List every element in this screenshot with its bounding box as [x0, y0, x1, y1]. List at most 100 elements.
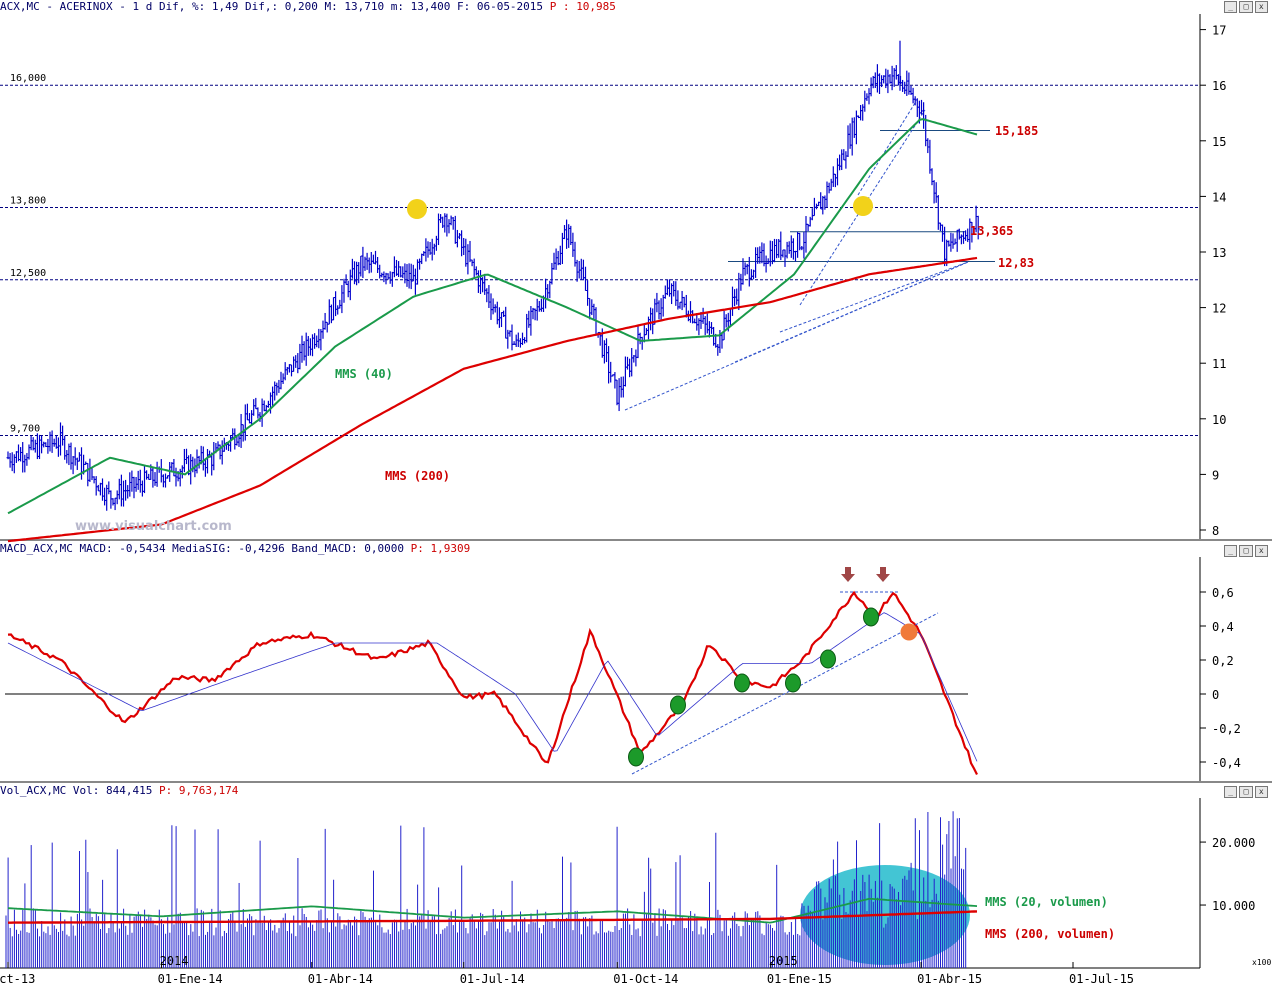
price-bar	[810, 208, 814, 221]
date-tick-label: 01-Ene-14	[158, 972, 223, 986]
date-tick-label: 01-Abr-14	[308, 972, 373, 986]
price-bar	[311, 334, 314, 357]
price-bar	[947, 240, 951, 247]
price-bar	[609, 361, 613, 383]
price-bar	[781, 249, 785, 258]
price-bar	[88, 458, 92, 482]
price-bar	[859, 104, 863, 121]
price-tick-label: 8	[1212, 524, 1219, 538]
price-bar	[151, 468, 155, 488]
price-bar	[306, 336, 310, 356]
price-bar	[554, 248, 558, 270]
volume-header-p-value: 9,763,174	[178, 784, 239, 797]
price-bar	[206, 449, 209, 474]
price-bar	[735, 288, 739, 305]
volume-moving-averages	[7, 897, 978, 924]
price-bar	[371, 254, 375, 264]
price-header-text: ACX,MC - ACERINOX - 1 d Dif, %: 1,49 Dif…	[0, 0, 544, 13]
level-13365-label: 13,365	[970, 224, 1013, 238]
price-bar	[203, 459, 207, 477]
price-bar	[552, 252, 556, 270]
price-window-buttons: _ □ x	[1224, 1, 1268, 13]
price-bar	[256, 407, 260, 419]
mms200-label: MMS (200)	[385, 469, 450, 483]
price-bar	[128, 472, 132, 497]
close-icon[interactable]: x	[1254, 1, 1268, 13]
price-bar	[401, 266, 405, 279]
price-bar	[665, 279, 669, 296]
pane-frames	[0, 14, 1272, 969]
maximize-icon[interactable]: □	[1239, 786, 1253, 798]
mms40-label: MMS (40)	[335, 367, 393, 381]
price-bar	[623, 356, 627, 387]
price-bar	[514, 334, 518, 347]
price-bar	[558, 245, 562, 265]
volume-pane-header: Vol_ACX,MC Vol: 844,415 P: 9,763,174	[0, 784, 238, 798]
price-bar	[951, 233, 955, 249]
price-bar	[483, 273, 487, 295]
price-bar	[455, 229, 459, 248]
volume-y-axis: 10.000 20.000	[1200, 836, 1255, 913]
price-bar	[466, 244, 470, 275]
vol-mms20-label: MMS (20, volumen)	[985, 895, 1108, 909]
price-bar	[819, 192, 823, 210]
price-bar	[451, 217, 455, 230]
price-bar	[119, 474, 123, 507]
minimize-icon[interactable]: _	[1224, 786, 1238, 798]
price-bar	[334, 291, 338, 317]
buy-signal-marker	[820, 649, 836, 669]
level-1283-label: 12,83	[998, 256, 1034, 270]
macd-y-axis: -0,4 -0,2 0 0,2 0,4 0,6	[1200, 586, 1241, 770]
price-bar	[661, 294, 665, 317]
price-bar	[571, 232, 575, 257]
price-bar	[262, 400, 266, 412]
price-bar	[674, 281, 678, 306]
price-bar	[376, 257, 380, 273]
price-bar	[470, 259, 474, 267]
minimize-icon[interactable]: _	[1224, 545, 1238, 557]
price-bar	[138, 469, 142, 493]
macd-window-buttons: _ □ x	[1224, 545, 1268, 557]
price-bar	[840, 149, 844, 171]
price-bar	[922, 102, 926, 129]
price-bar	[628, 358, 632, 378]
price-bar	[827, 182, 831, 194]
price-bar	[111, 498, 115, 506]
close-icon[interactable]: x	[1254, 786, 1268, 798]
price-bar	[140, 480, 144, 497]
price-annotations: MMS (40) MMS (200) 15,185 13,365 12,83 w…	[75, 124, 1038, 534]
price-bar	[808, 216, 812, 227]
minimize-icon[interactable]: _	[1224, 1, 1238, 13]
price-bar	[434, 235, 438, 251]
price-trend-lines	[624, 102, 995, 411]
price-tick-label: 16	[1212, 79, 1226, 93]
price-bar	[365, 252, 369, 270]
price-bar	[741, 258, 745, 285]
price-bar	[936, 195, 940, 230]
trend-line	[857, 102, 916, 196]
mms200-line	[7, 256, 978, 543]
price-bar	[791, 238, 795, 260]
close-icon[interactable]: x	[1254, 545, 1268, 557]
price-bar	[378, 264, 382, 279]
price-bar	[783, 249, 787, 267]
price-bar	[640, 336, 644, 350]
price-bar	[760, 242, 764, 264]
maximize-icon[interactable]: □	[1239, 1, 1253, 13]
price-bar	[615, 379, 619, 406]
price-bar	[395, 259, 398, 276]
price-pane-header: ACX,MC - ACERINOX - 1 d Dif, %: 1,49 Dif…	[0, 0, 616, 14]
price-bar	[145, 470, 149, 480]
price-tick-label: 13	[1212, 246, 1226, 260]
maximize-icon[interactable]: □	[1239, 545, 1253, 557]
price-bar	[607, 346, 611, 384]
price-bar	[731, 286, 734, 316]
year-label: 2014	[160, 954, 189, 968]
volume-scale-note: x100	[1252, 958, 1271, 967]
price-bar	[113, 497, 117, 511]
price-bar	[50, 430, 54, 453]
price-y-axis: 8 9 10 11 12 13 14 15 16 17	[1200, 24, 1226, 538]
price-bar	[77, 452, 81, 462]
price-bar	[332, 297, 335, 321]
